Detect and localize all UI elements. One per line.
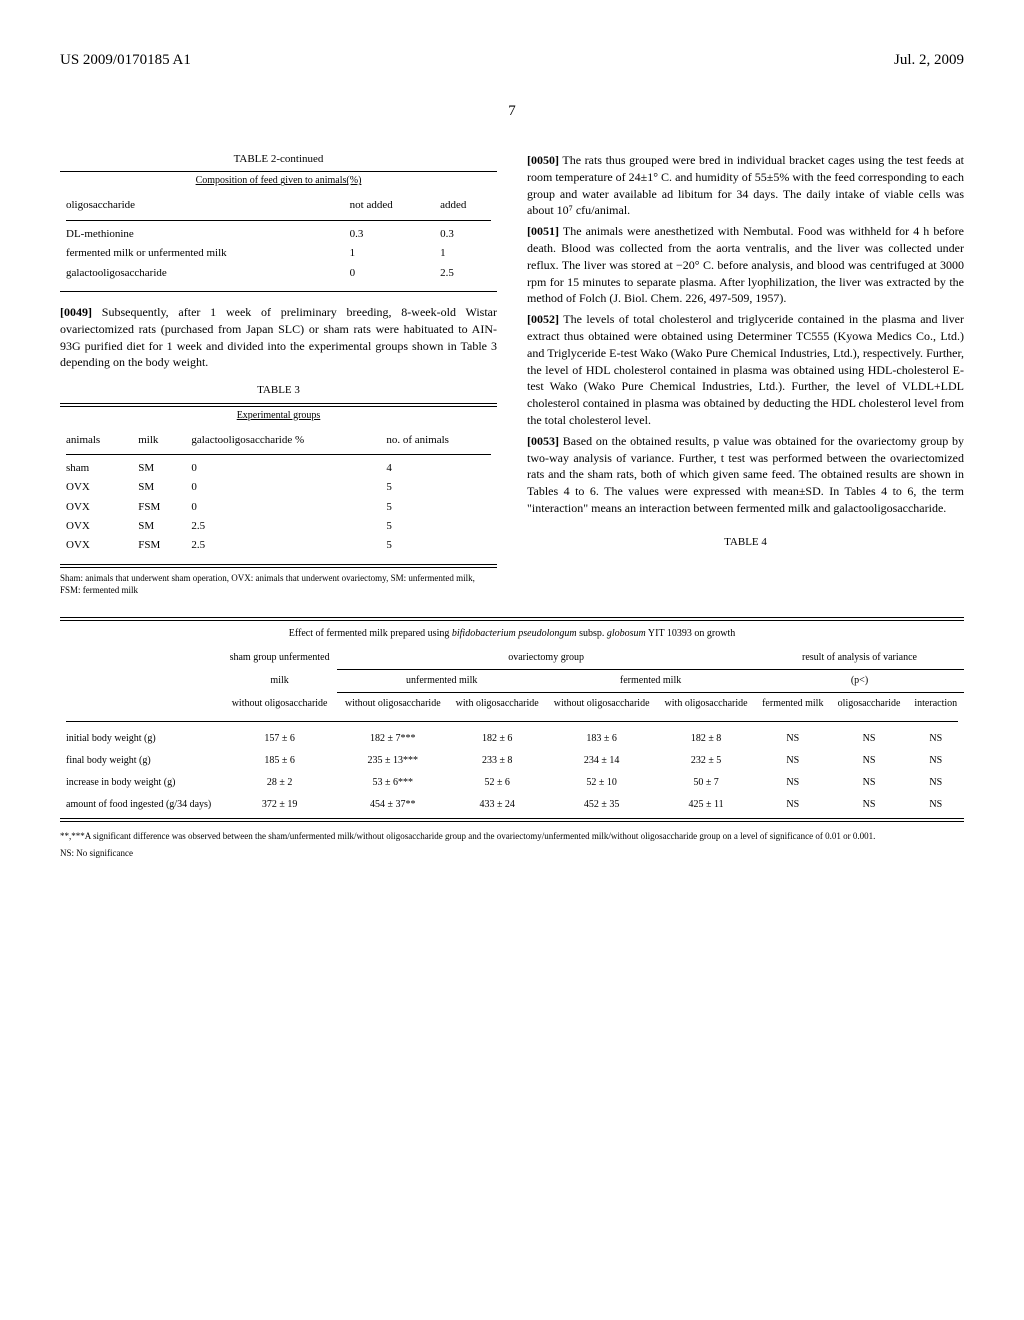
table3-header: no. of animals <box>380 431 497 450</box>
table-row: increase in body weight (g) 28 ± 2 53 ± … <box>60 772 964 794</box>
para-text: Based on the obtained results, p value w… <box>527 434 964 515</box>
table4-sub-header: fermented milk <box>546 670 755 693</box>
publication-date: Jul. 2, 2009 <box>894 50 964 71</box>
paragraph-52: [0052] The levels of total cholesterol a… <box>527 311 964 429</box>
table4-caption: TABLE 4 <box>527 535 964 550</box>
table-row: fermented milk or unfermented milk 1 1 <box>60 244 497 263</box>
table-row: galactooligosaccharide 0 2.5 <box>60 264 497 283</box>
para-text: The levels of total cholesterol and trig… <box>527 312 964 427</box>
table2-header: added <box>434 196 497 215</box>
paragraph-51: [0051] The animals were anesthetized wit… <box>527 223 964 307</box>
publication-number: US 2009/0170185 A1 <box>60 50 191 71</box>
para-text: Subsequently, after 1 week of preliminar… <box>60 305 497 369</box>
paragraph-49: [0049] Subsequently, after 1 week of pre… <box>60 304 497 371</box>
para-label: [0049] <box>60 305 92 319</box>
table3-footnote: Sham: animals that underwent sham operat… <box>60 572 497 597</box>
table-row: amount of food ingested (g/34 days) 372 … <box>60 794 964 816</box>
table3-caption: TABLE 3 <box>60 383 497 398</box>
table2-caption: TABLE 2-continued <box>60 152 497 167</box>
table4-subtitle: Effect of fermented milk prepared using … <box>60 627 964 641</box>
table4-footnote1: **,***A significant difference was obser… <box>60 830 964 843</box>
table4-leaf-header: without oligosaccharide <box>546 693 657 716</box>
table-row: DL-methionine 0.3 0.3 <box>60 225 497 244</box>
table4-group-header: sham group unfermented <box>222 647 337 670</box>
table4-leaf-header: interaction <box>908 693 964 716</box>
table4-leaf-header: with oligosaccharide <box>448 693 546 716</box>
paragraph-50: [0050] The rats thus grouped were bred i… <box>527 152 964 219</box>
table4-leaf-header: with oligosaccharide <box>657 693 755 716</box>
table2-header: oligosaccharide <box>60 196 344 215</box>
table-row: shamSM04 <box>60 459 497 478</box>
table3-header: animals <box>60 431 132 450</box>
table-row: OVXFSM05 <box>60 498 497 517</box>
para-text: The rats thus grouped were bred in indiv… <box>527 153 964 217</box>
table3-header: milk <box>132 431 185 450</box>
table4: sham group unfermented ovariectomy group… <box>60 647 964 816</box>
table4-sub-header: unfermented milk <box>337 670 546 693</box>
paragraph-53: [0053] Based on the obtained results, p … <box>527 433 964 517</box>
table2: oligosaccharide not added added DL-methi… <box>60 196 497 283</box>
table3-subtitle: Experimental groups <box>60 409 497 423</box>
para-label: [0053] <box>527 434 559 448</box>
table3-header: galactooligosaccharide % <box>185 431 380 450</box>
table3: animals milk galactooligosaccharide % no… <box>60 431 497 556</box>
table4-sub-header: milk <box>222 670 337 693</box>
para-label: [0050] <box>527 153 559 167</box>
table4-footnote2: NS: No significance <box>60 847 964 860</box>
table4-leaf-header: oligosaccharide <box>831 693 908 716</box>
table4-leaf-header: without oligosaccharide <box>337 693 448 716</box>
para-text: The animals were anesthetized with Nembu… <box>527 224 964 305</box>
table-row: initial body weight (g) 157 ± 6 182 ± 7*… <box>60 728 964 750</box>
table4-group-header: result of analysis of variance <box>755 647 964 670</box>
table4-leaf-header: without oligosaccharide <box>222 693 337 716</box>
para-label: [0051] <box>527 224 559 238</box>
page-number: 7 <box>60 101 964 122</box>
table-row: final body weight (g) 185 ± 6 235 ± 13**… <box>60 750 964 772</box>
table4-leaf-header: fermented milk <box>755 693 831 716</box>
table2-subtitle: Composition of feed given to animals(%) <box>60 174 497 188</box>
table4-group-header: ovariectomy group <box>337 647 755 670</box>
table-row: OVXSM05 <box>60 478 497 497</box>
table-row: OVXSM2.55 <box>60 517 497 536</box>
table2-header: not added <box>344 196 434 215</box>
table-row: OVXFSM2.55 <box>60 536 497 555</box>
para-label: [0052] <box>527 312 559 326</box>
table4-sub-header: (p<) <box>755 670 964 693</box>
